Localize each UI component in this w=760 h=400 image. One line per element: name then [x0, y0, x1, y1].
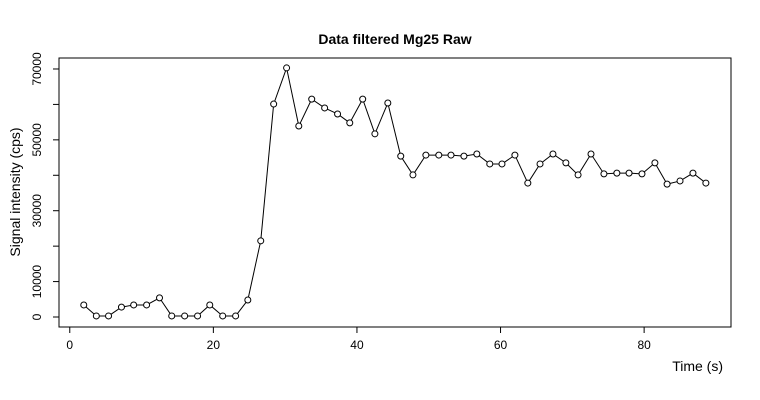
point — [473, 150, 481, 158]
point — [130, 301, 138, 309]
point — [105, 312, 113, 320]
point — [435, 151, 443, 159]
point — [498, 160, 506, 168]
x-tick-label: 0 — [66, 338, 73, 352]
point — [524, 179, 532, 187]
point — [384, 99, 392, 107]
point — [257, 237, 265, 245]
point — [397, 152, 405, 160]
point — [321, 104, 329, 112]
y-tick-label: 0 — [30, 313, 44, 320]
point — [143, 301, 151, 309]
x-axis-label: Time (s) — [672, 358, 723, 374]
y-tick-label: 30000 — [30, 194, 44, 228]
point — [334, 110, 342, 118]
point — [460, 152, 468, 160]
point — [283, 64, 291, 72]
point — [346, 119, 354, 127]
point — [549, 150, 557, 158]
point — [308, 95, 316, 103]
point — [536, 160, 544, 168]
point — [702, 179, 710, 187]
point — [219, 312, 227, 320]
point — [168, 312, 176, 320]
plot-frame — [58, 57, 732, 328]
point — [80, 301, 88, 309]
y-tick-label: 70000 — [30, 52, 44, 86]
point — [181, 312, 189, 320]
x-tick-label: 60 — [494, 338, 508, 352]
series-line — [83, 66, 707, 317]
point — [409, 171, 417, 179]
point — [206, 301, 214, 309]
point — [371, 130, 379, 138]
point — [676, 177, 684, 185]
point — [562, 159, 570, 167]
point — [613, 169, 621, 177]
chart-title: Data filtered Mg25 Raw — [318, 31, 471, 47]
x-tick-label: 40 — [350, 338, 364, 352]
point — [156, 294, 164, 302]
point — [422, 151, 430, 159]
point — [359, 95, 367, 103]
y-tick-label: 10000 — [30, 265, 44, 299]
point — [511, 151, 519, 159]
y-tick-label: 50000 — [30, 123, 44, 157]
x-tick-label: 20 — [207, 338, 221, 352]
point — [92, 312, 100, 320]
point — [625, 169, 633, 177]
point — [447, 151, 455, 159]
y-axis-label: Signal intensity (cps) — [7, 127, 23, 256]
point — [663, 180, 671, 188]
point — [574, 171, 582, 179]
point — [587, 150, 595, 158]
point — [232, 312, 240, 320]
point — [295, 122, 303, 130]
point — [600, 170, 608, 178]
point — [689, 169, 697, 177]
point — [244, 296, 252, 304]
point — [638, 170, 646, 178]
point — [194, 312, 202, 320]
x-tick-label: 80 — [637, 338, 651, 352]
point — [117, 303, 125, 311]
point — [486, 160, 494, 168]
point — [651, 159, 659, 167]
point — [270, 100, 278, 108]
